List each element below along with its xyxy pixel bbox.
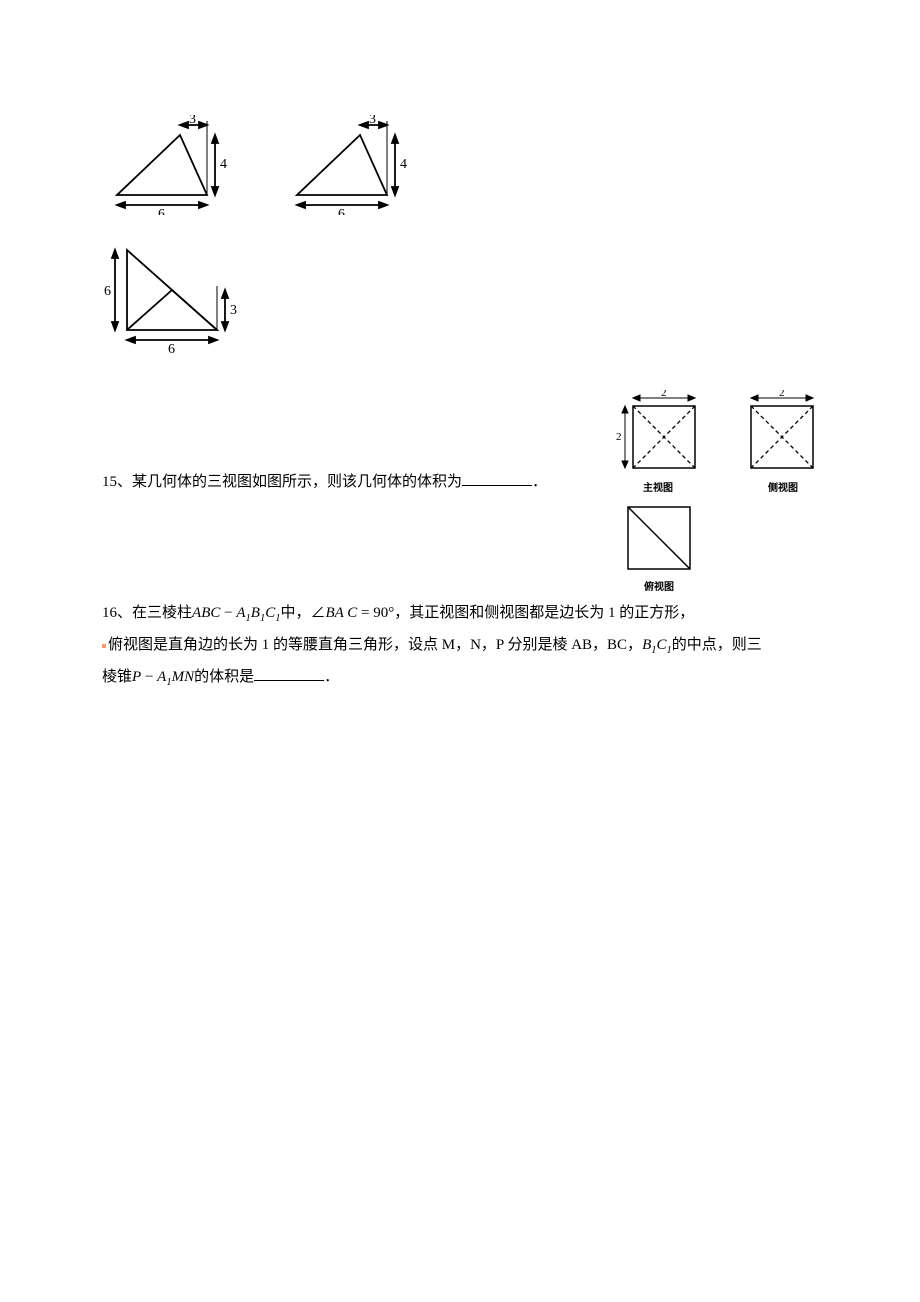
angle: ∠ bbox=[310, 605, 325, 621]
dim-label: 4 bbox=[220, 157, 227, 172]
dim-label: 3 bbox=[230, 303, 237, 318]
triangle-figure-3: 6 3 6 bbox=[102, 240, 242, 355]
views-row-2: 俯视图 bbox=[623, 502, 823, 593]
top-view-label: 俯视图 bbox=[644, 578, 674, 593]
text: ，其正视图和侧视图都是边长为 1 的正方形， bbox=[394, 605, 694, 621]
math-sep: − bbox=[220, 605, 236, 621]
math: P bbox=[132, 669, 141, 685]
dim-label: 2 bbox=[661, 390, 667, 399]
answer-blank bbox=[254, 666, 324, 681]
dim-label: 3 bbox=[189, 115, 196, 127]
triangle-figure-1: 3 4 6 bbox=[102, 115, 232, 215]
math: A bbox=[157, 669, 166, 685]
triangle-figure-2: 3 4 6 bbox=[282, 115, 412, 215]
side-view-svg: 2 bbox=[743, 390, 823, 475]
period: ． bbox=[324, 669, 339, 685]
dim-label: 6 bbox=[168, 342, 175, 355]
top-figures-group: 3 4 6 3 4 6 bbox=[102, 115, 412, 355]
dim-label: 3 bbox=[369, 115, 376, 127]
math-sep: − bbox=[141, 669, 157, 685]
problem-15: 15、某几何体的三视图如图所示，则该几何体的体积为 ． bbox=[102, 470, 822, 494]
text: 的中点，则三 bbox=[672, 637, 762, 653]
front-view-svg: 2 2 bbox=[613, 390, 703, 475]
dim-label: 6 bbox=[104, 284, 111, 299]
math: BA C bbox=[325, 605, 357, 621]
math: A bbox=[236, 605, 245, 621]
problem-period: ． bbox=[532, 474, 547, 490]
dim-label: 6 bbox=[158, 207, 165, 215]
math: B bbox=[642, 637, 651, 653]
dim-label: 4 bbox=[400, 157, 407, 172]
line-marker-icon bbox=[102, 644, 106, 648]
problem-number: 15、 bbox=[102, 474, 132, 490]
math: MN bbox=[172, 669, 195, 685]
math: C bbox=[656, 637, 666, 653]
figure-row-2: 6 3 6 bbox=[102, 240, 412, 355]
problem-number: 16、 bbox=[102, 605, 132, 621]
math: C bbox=[265, 605, 275, 621]
figure-row-1: 3 4 6 3 4 6 bbox=[102, 115, 412, 215]
dim-label: 2 bbox=[616, 431, 622, 443]
dim-label: 2 bbox=[779, 390, 785, 399]
answer-blank bbox=[462, 471, 532, 486]
problem-16: 16、在三棱柱ABC − A1B1C1中，∠BA C = 90°，其正视图和侧视… bbox=[102, 598, 822, 694]
text: 俯视图是直角边的长为 1 的等腰直角三角形，设点 M，N，P 分别是棱 AB，B… bbox=[108, 637, 642, 653]
text: 棱锥 bbox=[102, 669, 132, 685]
text: 的体积是 bbox=[194, 669, 254, 685]
problem-text: 某几何体的三视图如图所示，则该几何体的体积为 bbox=[132, 474, 462, 490]
text: 中， bbox=[280, 605, 310, 621]
math: B bbox=[251, 605, 260, 621]
problem-15-text: 15、某几何体的三视图如图所示，则该几何体的体积为 ． bbox=[102, 474, 547, 490]
dim-label: 6 bbox=[338, 207, 345, 215]
top-view-box: 俯视图 bbox=[623, 502, 695, 593]
eq: = 90° bbox=[357, 605, 394, 621]
math: ABC bbox=[192, 605, 220, 621]
text: 在三棱柱 bbox=[132, 605, 192, 621]
top-view-svg bbox=[623, 502, 695, 574]
